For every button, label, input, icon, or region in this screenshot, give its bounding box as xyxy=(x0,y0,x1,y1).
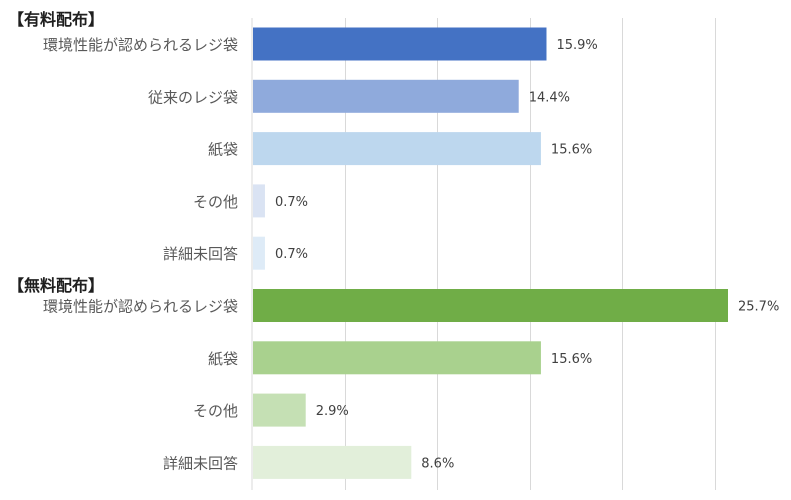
category-label: 環境性能が認められるレジ袋 xyxy=(43,36,238,54)
data-label: 2.9% xyxy=(316,404,349,419)
data-label: 8.6% xyxy=(421,456,454,471)
category-label: 紙袋 xyxy=(208,350,238,368)
group-title-free: 【無料配布】 xyxy=(8,276,105,295)
bar xyxy=(253,132,541,166)
bar xyxy=(253,79,519,113)
group-title-paid: 【有料配布】 xyxy=(8,10,105,29)
category-label: 紙袋 xyxy=(208,141,238,159)
category-label: その他 xyxy=(193,402,238,420)
category-label: 環境性能が認められるレジ袋 xyxy=(43,298,238,316)
data-label: 0.7% xyxy=(275,195,308,210)
bar xyxy=(253,27,547,61)
data-label: 0.7% xyxy=(275,247,308,262)
bar xyxy=(253,341,541,375)
data-label: 15.9% xyxy=(556,38,597,53)
category-label: その他 xyxy=(193,193,238,211)
data-label: 25.7% xyxy=(738,300,779,315)
bar xyxy=(253,393,306,427)
bar xyxy=(253,289,728,322)
bar xyxy=(253,184,265,218)
bars xyxy=(253,27,728,479)
category-label: 従来のレジ袋 xyxy=(148,88,238,106)
labels: 環境性能が認められるレジ袋 15.9% 従来のレジ袋 14.4% 紙袋 15.6% その他 0… xyxy=(43,36,779,472)
data-label: 15.6% xyxy=(551,352,592,367)
bar xyxy=(253,236,265,270)
category-label: 詳細未回答 xyxy=(163,454,238,472)
data-label: 15.6% xyxy=(551,143,592,158)
data-label: 14.4% xyxy=(529,90,570,105)
bar xyxy=(253,445,412,479)
category-label: 詳細未回答 xyxy=(163,245,238,263)
